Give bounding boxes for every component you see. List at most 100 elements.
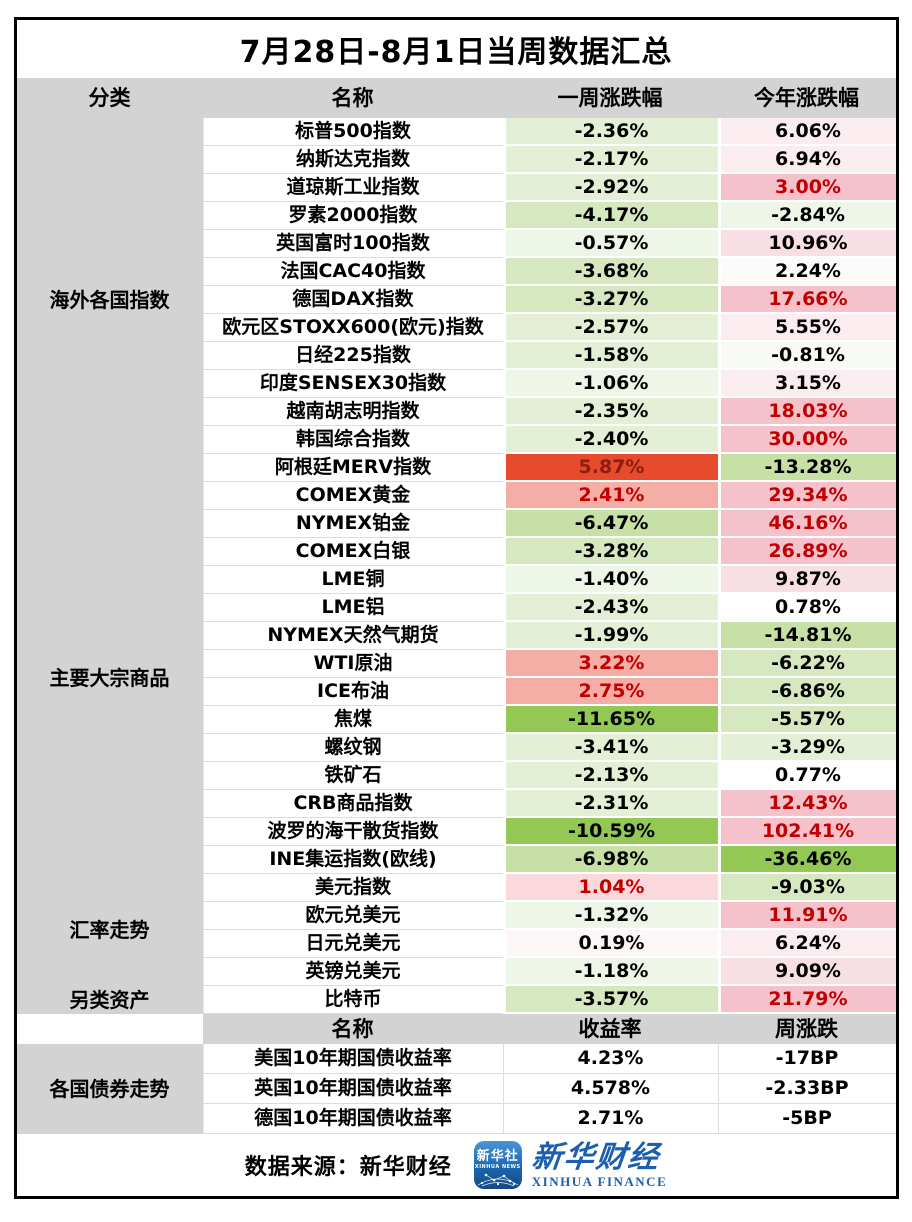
ytd-change-cell: 3.15% [717, 370, 896, 398]
data-source-label: 数据来源：新华财经 [244, 1155, 452, 1180]
page-title: 7月28日-8月1日当周数据汇总 [239, 35, 673, 70]
name-cell: 道琼斯工业指数 [202, 174, 503, 202]
ytd-change-cell: 29.34% [717, 482, 896, 510]
name-cell: 日元兑美元 [202, 930, 503, 958]
name-cell: 比特币 [202, 986, 503, 1014]
week-change-cell: -4.17% [502, 202, 718, 230]
category-cell: 主要大宗商品 [16, 482, 203, 874]
ytd-change-cell: 9.87% [717, 566, 896, 594]
week-change-cell: -1.40% [502, 566, 718, 594]
week-change-cell: 5.87% [502, 454, 718, 482]
ytd-change-cell: 46.16% [717, 510, 896, 538]
category-cell: 海外各国指数 [16, 118, 203, 482]
column-header-name: 名称 [202, 78, 503, 118]
ytd-change-cell: -13.28% [717, 454, 896, 482]
ytd-change-cell: 102.41% [717, 818, 896, 846]
ytd-change-cell: -3.29% [717, 734, 896, 762]
xinhua-news-logo-en: XINHUA NEWS [474, 1164, 521, 1170]
ytd-change-cell: -9.03% [717, 874, 896, 902]
bp-change-cell: -17BP [717, 1044, 896, 1074]
name-cell: ICE布油 [202, 678, 503, 706]
name-cell: 标普500指数 [202, 118, 503, 146]
name-cell: 英镑兑美元 [202, 958, 503, 986]
name-cell: 法国CAC40指数 [202, 258, 503, 286]
week-change-cell: -10.59% [502, 818, 718, 846]
ytd-change-cell: 5.55% [717, 314, 896, 342]
bond-name-cell: 英国10年期国债收益率 [202, 1074, 503, 1104]
category-cell: 汇率走势 [16, 874, 203, 986]
week-change-cell: -3.27% [502, 286, 718, 314]
week-change-cell: 1.04% [502, 874, 718, 902]
week-change-cell: -11.65% [502, 706, 718, 734]
week-change-cell: -2.31% [502, 790, 718, 818]
week-change-cell: -2.57% [502, 314, 718, 342]
week-change-cell: -2.92% [502, 174, 718, 202]
ytd-change-cell: 26.89% [717, 538, 896, 566]
name-cell: 英国富时100指数 [202, 230, 503, 258]
name-cell: 德国DAX指数 [202, 286, 503, 314]
name-cell: 越南胡志明指数 [202, 398, 503, 426]
name-cell: LME铝 [202, 594, 503, 622]
column-header-category: 分类 [16, 78, 203, 118]
week-change-cell: -1.18% [502, 958, 718, 986]
name-cell: 欧元区STOXX600(欧元)指数 [202, 314, 503, 342]
week-change-cell: -0.57% [502, 230, 718, 258]
week-change-cell: -2.35% [502, 398, 718, 426]
name-cell: 印度SENSEX30指数 [202, 370, 503, 398]
name-cell: 韩国综合指数 [202, 426, 503, 454]
ytd-change-cell: 12.43% [717, 790, 896, 818]
ytd-change-cell: 17.66% [717, 286, 896, 314]
bond-name-cell: 美国10年期国债收益率 [202, 1044, 503, 1074]
week-change-cell: -1.32% [502, 902, 718, 930]
yield-cell: 2.71% [502, 1104, 718, 1134]
bond-name-cell: 德国10年期国债收益率 [202, 1104, 503, 1134]
week-change-cell: -1.99% [502, 622, 718, 650]
week-change-cell: -3.41% [502, 734, 718, 762]
name-cell: COMEX黄金 [202, 482, 503, 510]
week-change-cell: 3.22% [502, 650, 718, 678]
week-change-cell: -3.57% [502, 986, 718, 1014]
name-cell: 波罗的海干散货指数 [202, 818, 503, 846]
ytd-change-cell: -6.86% [717, 678, 896, 706]
week-change-cell: -6.98% [502, 846, 718, 874]
name-cell: COMEX白银 [202, 538, 503, 566]
xinhua-finance-logo-cn: 新华财经 [529, 1139, 662, 1175]
week-change-cell: -2.13% [502, 762, 718, 790]
name-cell: 罗素2000指数 [202, 202, 503, 230]
week-change-cell: 2.41% [502, 482, 718, 510]
week-change-cell: -2.17% [502, 146, 718, 174]
ytd-change-cell: 0.78% [717, 594, 896, 622]
ytd-change-cell: 30.00% [717, 426, 896, 454]
name-cell: 阿根廷MERV指数 [202, 454, 503, 482]
ytd-change-cell: 10.96% [717, 230, 896, 258]
name-cell: CRB商品指数 [202, 790, 503, 818]
week-change-cell: -3.68% [502, 258, 718, 286]
category-cell: 各国债券走势 [16, 1044, 203, 1134]
week-change-cell: 2.75% [502, 678, 718, 706]
xinhua-news-logo: 新华社 XINHUA NEWS [473, 1141, 522, 1189]
ytd-change-cell: -14.81% [717, 622, 896, 650]
ytd-change-cell: -2.84% [717, 202, 896, 230]
category-cell: 另类资产 [16, 986, 203, 1014]
ytd-change-cell: 6.24% [717, 930, 896, 958]
ytd-change-cell: 3.00% [717, 174, 896, 202]
ytd-change-cell: 6.94% [717, 146, 896, 174]
ytd-change-cell: -36.46% [717, 846, 896, 874]
bp-change-cell: -2.33BP [717, 1074, 896, 1104]
name-cell: 纳斯达克指数 [202, 146, 503, 174]
category-spacer-cell [16, 1014, 203, 1044]
name-cell: WTI原油 [202, 650, 503, 678]
name-cell: INE集运指数(欧线) [202, 846, 503, 874]
name-cell: 铁矿石 [202, 762, 503, 790]
week-change-cell: -6.47% [502, 510, 718, 538]
week-change-cell: -2.36% [502, 118, 718, 146]
week-change-cell: 0.19% [502, 930, 718, 958]
name-cell: 美元指数 [202, 874, 503, 902]
data-grid: 分类 名称 一周涨跌幅 今年涨跌幅 海外各国指数 标普500指数 -2.36% 6.06% 纳斯… [16, 78, 896, 1134]
week-change-cell: -2.40% [502, 426, 718, 454]
name-cell: NYMEX天然气期货 [202, 622, 503, 650]
name-cell: 螺纹钢 [202, 734, 503, 762]
name-cell: NYMEX铂金 [202, 510, 503, 538]
name-cell: LME铜 [202, 566, 503, 594]
xinhua-news-logo-cn: 新华社 [476, 1149, 519, 1164]
